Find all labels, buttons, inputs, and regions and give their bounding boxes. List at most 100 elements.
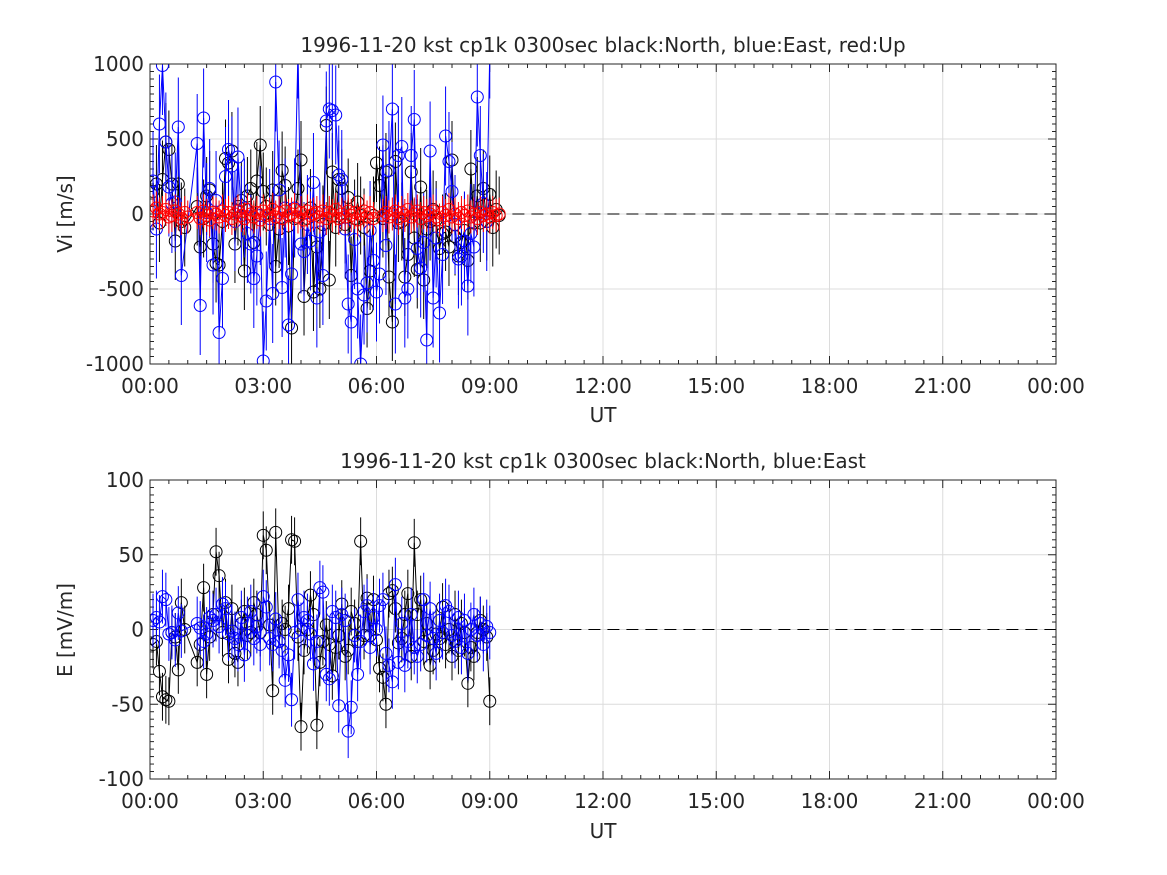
velocity-panel-title: 1996-11-20 kst cp1k 0300sec black:North,… bbox=[300, 33, 905, 57]
velocity-panel: 1996-11-20 kst cp1k 0300sec black:North,… bbox=[53, 33, 1085, 427]
east-data-point bbox=[190, 617, 204, 631]
east-data-point bbox=[297, 611, 311, 625]
north-data-point bbox=[285, 533, 299, 547]
up-data-point bbox=[171, 207, 185, 221]
east-line bbox=[152, 584, 491, 732]
up-data-point bbox=[165, 209, 179, 222]
y-tick-label: -1000 bbox=[86, 352, 144, 376]
east-data-point bbox=[398, 658, 412, 672]
east-data-point bbox=[457, 234, 471, 248]
up-data-point bbox=[285, 207, 299, 221]
east-data-point bbox=[366, 254, 380, 267]
east-series bbox=[150, 557, 497, 759]
x-tick-label: 00:00 bbox=[121, 789, 179, 813]
x-tick-label: 15:00 bbox=[687, 374, 745, 398]
up-data-point bbox=[391, 212, 405, 225]
east-data-point bbox=[306, 176, 320, 189]
east-data-point bbox=[436, 248, 450, 261]
x-tick-label: 21:00 bbox=[914, 374, 972, 398]
east-data-point bbox=[263, 631, 277, 645]
east-data-point bbox=[382, 164, 396, 177]
east-data-point bbox=[480, 620, 494, 634]
up-data-point bbox=[486, 206, 500, 219]
up-data-point bbox=[366, 212, 380, 225]
east-data-point bbox=[410, 649, 424, 663]
x-tick-label: 03:00 bbox=[234, 789, 292, 813]
east-data-point bbox=[442, 605, 456, 619]
up-data-point bbox=[244, 207, 258, 221]
up-data-point bbox=[376, 209, 390, 222]
east-data-point bbox=[244, 237, 258, 251]
up-data-point bbox=[461, 204, 475, 218]
east-data-point bbox=[222, 143, 236, 156]
up-data-point bbox=[219, 209, 232, 222]
up-data-point bbox=[193, 212, 207, 225]
east-data-point bbox=[420, 628, 434, 642]
up-data-point bbox=[190, 206, 204, 219]
north-data-point bbox=[266, 684, 280, 698]
up-data-point bbox=[272, 206, 286, 219]
east-data-point bbox=[351, 667, 365, 681]
east-data-point bbox=[470, 90, 484, 104]
x-tick-label: 21:00 bbox=[914, 789, 972, 813]
east-data-point bbox=[244, 605, 258, 619]
east-data-point bbox=[152, 117, 166, 131]
east-data-point bbox=[467, 240, 481, 254]
east-data-point bbox=[404, 608, 418, 622]
east-data-point bbox=[171, 606, 185, 620]
up-data-point bbox=[231, 204, 245, 218]
east-data-point bbox=[445, 185, 459, 198]
east-data-point bbox=[150, 614, 160, 628]
east-data-point bbox=[357, 605, 371, 619]
east-data-point bbox=[256, 590, 270, 604]
east-data-point bbox=[259, 294, 273, 308]
east-data-point bbox=[174, 624, 188, 638]
up-data-point bbox=[215, 204, 229, 218]
east-data-point bbox=[483, 625, 497, 639]
east-data-point bbox=[256, 354, 270, 364]
y-tick-label: -100 bbox=[99, 767, 144, 791]
x-tick-label: 15:00 bbox=[687, 789, 745, 813]
up-data-point bbox=[150, 204, 160, 218]
east-data-point bbox=[436, 625, 450, 639]
east-data-point bbox=[473, 149, 487, 162]
east-data-point bbox=[162, 180, 176, 194]
east-data-point bbox=[297, 245, 311, 258]
north-data-point bbox=[275, 164, 289, 177]
axes-box bbox=[149, 479, 1057, 780]
x-tick-label: 12:00 bbox=[574, 789, 632, 813]
x-tick-label: 06:00 bbox=[348, 789, 406, 813]
up-data-point bbox=[222, 206, 236, 219]
north-data-point bbox=[212, 569, 226, 583]
east-data-point bbox=[272, 634, 286, 648]
north-data-point bbox=[200, 667, 214, 681]
east-data-point bbox=[225, 159, 239, 173]
north-data-point bbox=[407, 536, 421, 550]
east-data-point bbox=[282, 648, 296, 662]
east-data-point bbox=[197, 634, 211, 648]
up-data-point bbox=[240, 203, 254, 216]
y-tick-label: -500 bbox=[99, 277, 144, 301]
north-data-point bbox=[483, 694, 497, 708]
east-data-point bbox=[237, 648, 251, 662]
east-data-point bbox=[388, 578, 402, 592]
up-data-point bbox=[256, 204, 270, 218]
east-data-point bbox=[398, 291, 412, 305]
up-series bbox=[150, 191, 506, 237]
east-data-point bbox=[329, 108, 343, 122]
north-data-point bbox=[209, 545, 223, 559]
up-data-point bbox=[250, 206, 264, 219]
north-data-point bbox=[253, 138, 267, 152]
east-data-point bbox=[420, 333, 434, 347]
east-data-point bbox=[266, 637, 280, 651]
north-data-point bbox=[310, 718, 324, 732]
north-data-point bbox=[291, 182, 305, 195]
north-data-point bbox=[256, 528, 270, 542]
north-data-point bbox=[414, 593, 428, 607]
north-data-point bbox=[171, 663, 185, 677]
plot-area bbox=[150, 508, 497, 759]
east-data-point bbox=[348, 233, 362, 246]
east-data-point bbox=[391, 149, 405, 162]
east-data-point bbox=[300, 614, 314, 628]
efield-panel-title: 1996-11-20 kst cp1k 0300sec black:North,… bbox=[340, 449, 866, 473]
